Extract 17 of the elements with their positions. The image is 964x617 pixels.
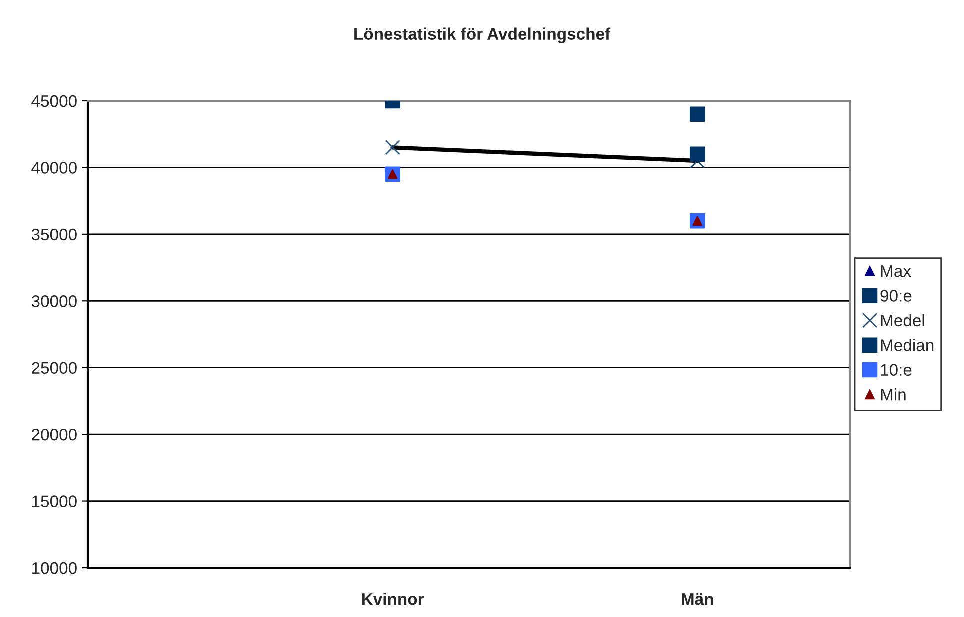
y-tick-label: 15000	[32, 496, 77, 508]
legend-label: Min	[881, 388, 906, 401]
y-tick-label: 45000	[32, 95, 77, 108]
x-tick-label: Kvinnor	[362, 593, 424, 606]
chart-title: Lönestatistik för Avdelningschef	[354, 28, 611, 44]
legend-label: Median	[881, 339, 934, 352]
x-tick-label: Män	[682, 594, 714, 606]
y-tick-label: 20000	[32, 428, 77, 441]
legend-label: 90:e	[880, 290, 912, 302]
legend-label: Medel	[881, 314, 924, 327]
y-tick-label: 40000	[32, 162, 77, 174]
y-tick-label: 30000	[32, 296, 77, 308]
y-tick-label: 35000	[32, 228, 77, 241]
y-tick-label: 25000	[32, 362, 77, 374]
legend-label: Max	[881, 266, 912, 278]
y-tick-label: 10000	[32, 562, 77, 574]
legend-label: 10:e	[881, 364, 912, 376]
